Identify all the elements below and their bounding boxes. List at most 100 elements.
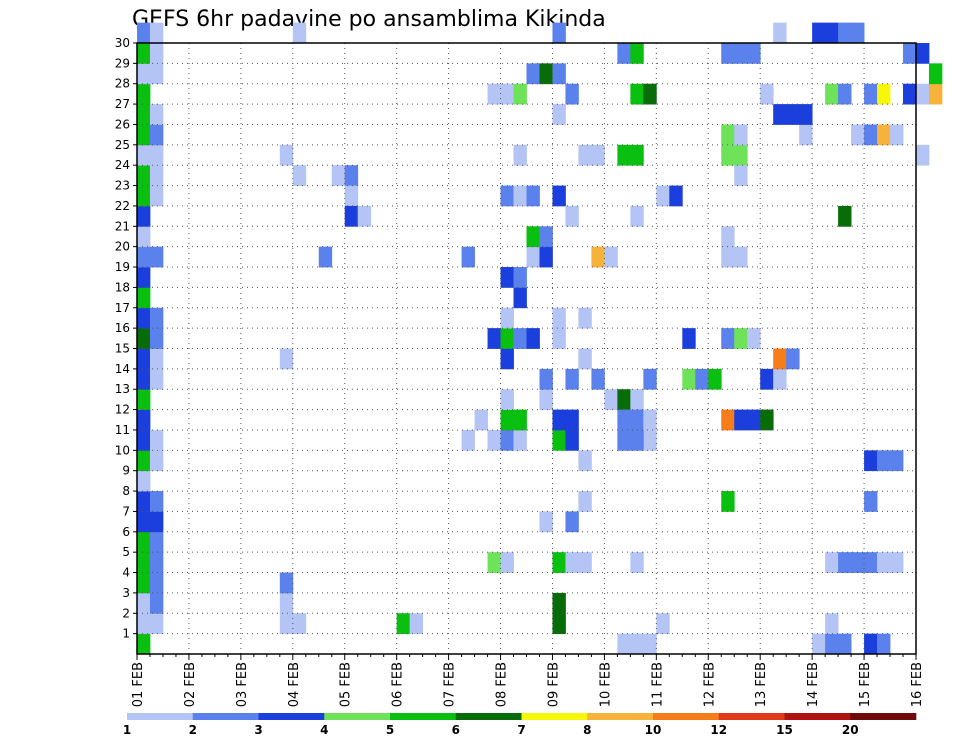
legend-label: 4 — [320, 723, 328, 737]
heatmap-cell — [617, 633, 631, 655]
x-tick-label: 16 FEB — [910, 662, 925, 707]
heatmap-cell — [552, 613, 566, 635]
heatmap-cell — [137, 511, 151, 533]
legend-swatch — [718, 713, 785, 720]
y-axis: 1234567891011121314151617181920212223242… — [115, 36, 137, 641]
heatmap-cell — [578, 144, 592, 166]
heatmap-cell — [526, 246, 540, 268]
grid-lines — [137, 43, 916, 654]
heatmap-cell — [513, 185, 527, 207]
heatmap-cell — [734, 409, 748, 431]
heatmap-cell — [903, 43, 917, 64]
heatmap-cell — [591, 144, 605, 166]
heatmap-cell — [734, 165, 748, 186]
heatmap-cell — [137, 22, 151, 44]
heatmap-cell — [137, 267, 151, 288]
heatmap-cell — [617, 43, 631, 64]
heatmap-cell — [838, 205, 852, 227]
heatmap-cell — [552, 104, 566, 125]
heatmap-cell — [799, 124, 813, 146]
y-tick-label: 9 — [122, 464, 130, 478]
y-tick-label: 4 — [122, 566, 130, 580]
x-tick-label: 10 FEB — [598, 662, 613, 707]
heatmap-cell — [279, 144, 294, 166]
heatmap-cell — [838, 633, 852, 655]
heatmap-cell — [877, 83, 891, 105]
heatmap-cell — [137, 328, 151, 349]
legend-label: 8 — [583, 723, 591, 737]
legend-swatch — [850, 713, 917, 720]
heatmap-cell — [864, 633, 878, 655]
heatmap-cell — [552, 429, 566, 451]
heatmap-cell — [630, 552, 644, 573]
x-tick-label: 14 FEB — [806, 662, 821, 707]
heatmap-cell — [734, 328, 748, 349]
heatmap-cell — [513, 144, 527, 166]
legend-label: 2 — [189, 723, 197, 737]
heatmap-cell — [630, 633, 644, 655]
heatmap-cell — [890, 552, 904, 573]
heatmap-cell — [643, 409, 657, 431]
legend-swatch — [192, 713, 259, 720]
heatmap-cell — [721, 328, 735, 349]
heatmap-cell — [630, 429, 644, 451]
x-tick-label: 02 FEB — [183, 662, 198, 707]
heatmap-cell — [137, 429, 151, 451]
heatmap-cell — [149, 552, 164, 573]
heatmap-cell — [526, 226, 540, 248]
heatmap-cell — [552, 409, 566, 431]
legend-swatch — [455, 713, 522, 720]
heatmap-cell — [137, 552, 151, 573]
heatmap-cell — [513, 287, 527, 309]
heatmap-cell — [643, 368, 657, 390]
heatmap-cell — [279, 592, 294, 614]
heatmap-cell — [890, 124, 904, 146]
y-tick-label: 15 — [115, 342, 130, 356]
heatmap-cell — [513, 267, 527, 288]
heatmap-cell — [565, 83, 579, 105]
heatmap-cell — [838, 83, 852, 105]
heatmap-cell — [721, 144, 735, 166]
heatmap-cell — [825, 613, 839, 635]
heatmap-cell — [591, 368, 605, 390]
legend-label: 20 — [842, 723, 859, 737]
heatmap-cell — [137, 124, 151, 146]
heatmap-cell — [137, 470, 151, 492]
heatmap-cell — [500, 267, 514, 288]
heatmap-cell — [292, 165, 307, 186]
legend-label: 12 — [710, 723, 727, 737]
heatmap-cell — [877, 633, 891, 655]
heatmap-cell — [734, 246, 748, 268]
heatmap-cell — [137, 613, 151, 635]
heatmap-cell — [149, 307, 164, 329]
heatmap-cell — [604, 389, 618, 410]
heatmap-cells — [137, 22, 943, 655]
heatmap-cell — [137, 409, 151, 431]
heatmap-cell — [877, 450, 891, 472]
heatmap-cell — [137, 246, 151, 268]
heatmap-cell — [292, 613, 307, 635]
y-tick-label: 22 — [115, 199, 130, 213]
heatmap-cell — [539, 226, 553, 248]
legend-label: 6 — [452, 723, 460, 737]
heatmap-cell — [630, 144, 644, 166]
heatmap-cell — [137, 450, 151, 472]
heatmap-cell — [526, 63, 540, 85]
heatmap-cell — [825, 22, 839, 44]
heatmap-cell — [149, 572, 164, 594]
heatmap-cell — [487, 552, 501, 573]
heatmap-cell — [396, 613, 411, 635]
heatmap-cell — [487, 328, 501, 349]
heatmap-cell — [630, 205, 644, 227]
heatmap-cell — [137, 185, 151, 207]
heatmap-cell — [137, 633, 151, 655]
heatmap-cell — [773, 368, 787, 390]
y-tick-label: 8 — [122, 484, 130, 498]
legend-swatch — [127, 713, 194, 720]
heatmap-cell — [760, 409, 774, 431]
heatmap-cell — [916, 83, 930, 105]
heatmap-cell — [292, 22, 307, 44]
heatmap-cell — [851, 124, 865, 146]
heatmap-cell — [565, 368, 579, 390]
heatmap-cell — [513, 328, 527, 349]
